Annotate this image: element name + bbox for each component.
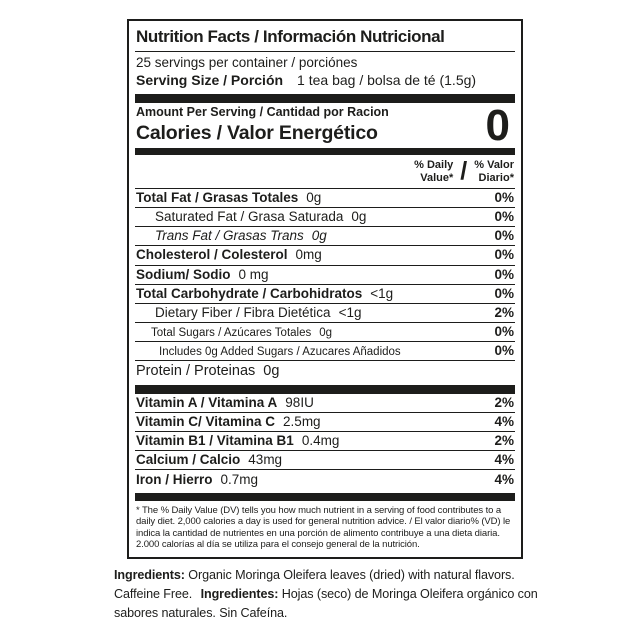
nutrient-row-cholesterol: Cholesterol / Colesterol 0mg 0% [135, 246, 515, 266]
ingredients-label-en: Ingredients: [114, 568, 185, 582]
ingredients-label-es: Ingredientes: [200, 586, 279, 601]
ingredients-paragraph: Ingredients: Organic Moringa Oleifera le… [114, 566, 550, 623]
amount-per-serving-label: Amount Per Serving / Cantidad por Racion [136, 104, 389, 119]
daily-value-header: % Daily Value* / % Valor Diario* [135, 155, 515, 189]
panel-title: Nutrition Facts / Información Nutriciona… [135, 21, 515, 52]
calories-labels: Amount Per Serving / Cantidad por Racion… [136, 104, 389, 146]
nutrient-row-protein: Protein / Proteinas 0g [136, 363, 280, 380]
nutrient-row-total-carbohydrate: Total Carbohydrate / Carbohidratos <1g 0% [135, 285, 515, 304]
percent-value: 0% [494, 266, 514, 282]
serving-size-row: Serving Size / Porción 1 tea bag / bolsa… [135, 71, 515, 94]
calories-label: Calories / Valor Energético [136, 121, 378, 144]
percent-value: 2% [494, 304, 514, 320]
serving-size-label: Serving Size / Porción [136, 71, 284, 88]
percent-value: 0% [494, 228, 514, 244]
percent-value: 0% [494, 285, 514, 301]
ingredients-text-es: Hojas (seco) de Moringa Oleifera orgánic… [114, 586, 538, 620]
daily-value-footnote: * The % Daily Value (DV) tells you how m… [136, 504, 511, 551]
section-divider-bar [135, 93, 515, 103]
vitamin-row-vitamin-c: Vitamin C/ Vitamina C 2.5mg 4% [135, 413, 515, 432]
daily-value-header-slash: / [460, 156, 468, 185]
percent-value: 2% [494, 394, 514, 410]
nutrient-row-saturated-fat: Saturated Fat / Grasa Saturada 0g 0% [135, 208, 515, 228]
vitamin-row-iron: Iron / Hierro 0.7mg 4% [136, 472, 514, 488]
percent-value: 0% [494, 324, 514, 340]
vitamin-row-vitamin-a: Vitamin A / Vitamina A 98IU 2% [135, 394, 515, 413]
percent-value: 4% [494, 452, 514, 468]
daily-value-header-es: % Valor Diario* [474, 158, 514, 184]
nutrient-row-trans-fat: Trans Fat / Grasas Trans 0g 0% [135, 227, 515, 247]
serving-size-value: 1 tea bag / bolsa de té (1.5g) [297, 71, 477, 88]
vitamin-row-calcium: Calcium / Calcio 43mg 4% [135, 451, 515, 471]
ingredients-text-en: Organic Moringa Oleifera leaves (dried) … [114, 568, 515, 601]
nutrient-row-added-sugars: Includes 0g Added Sugars / Azucares Añad… [135, 342, 515, 362]
section-divider-bar [135, 147, 515, 155]
nutrient-row-total-fat: Total Fat / Grasas Totales 0g 0% [135, 189, 515, 209]
nutrition-facts-panel: Nutrition Facts / Información Nutriciona… [127, 19, 523, 559]
percent-value: 0% [494, 209, 514, 225]
percent-value: 4% [494, 472, 514, 488]
percent-value: 0% [494, 189, 514, 205]
nutrient-row-sodium: Sodium/ Sodio 0 mg 0% [135, 266, 515, 285]
section-divider-bar [135, 492, 515, 501]
nutrient-row-dietary-fiber: Dietary Fiber / Fibra Dietética <1g 2% [135, 304, 515, 324]
vitamin-row-vitamin-b1: Vitamin B1 / Vitamina B1 0.4mg 2% [135, 432, 515, 452]
calories-section: Amount Per Serving / Cantidad por Racion… [135, 103, 515, 148]
servings-per-container: 25 servings per container / porciónes [136, 54, 358, 70]
section-divider-bar [135, 384, 515, 394]
nutrient-row-total-sugars: Total Sugars / Azúcares Totales 0g 0% [135, 323, 515, 343]
daily-value-header-en: % Daily Value* [414, 158, 454, 184]
percent-value: 4% [494, 413, 514, 429]
calories-value: 0 [485, 100, 510, 150]
percent-value: 0% [494, 343, 514, 359]
percent-value: 2% [494, 433, 514, 448]
percent-value: 0% [494, 247, 514, 263]
